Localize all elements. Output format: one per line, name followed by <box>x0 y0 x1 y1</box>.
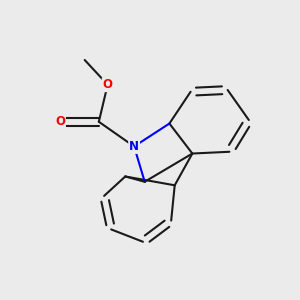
Text: O: O <box>103 78 112 91</box>
Text: O: O <box>55 115 65 128</box>
Text: N: N <box>129 140 139 153</box>
